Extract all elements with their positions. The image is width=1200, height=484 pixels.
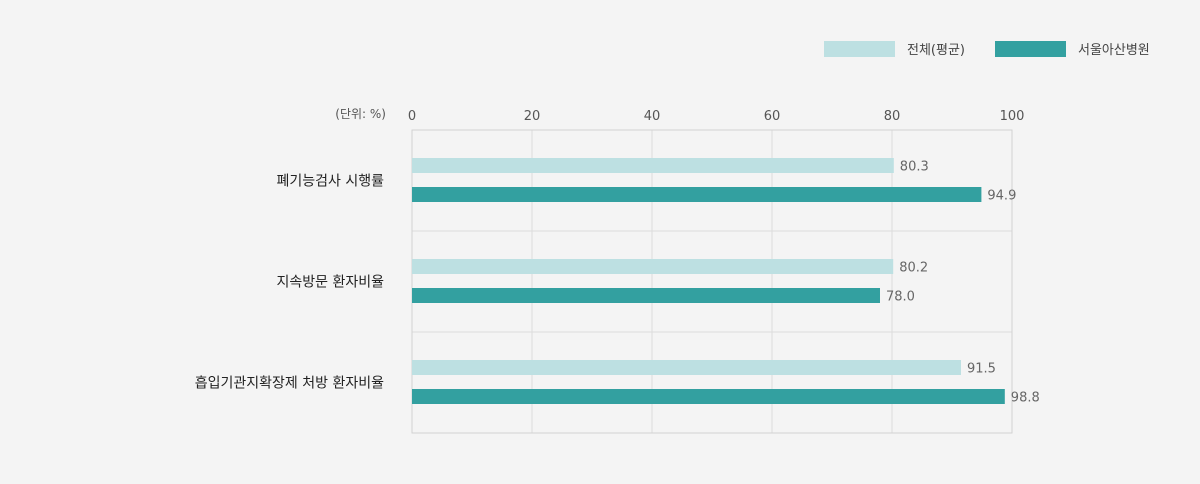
bar xyxy=(412,187,982,202)
legend-label-hospital: 서울아산병원 xyxy=(1077,43,1150,58)
x-tick-label: 60 xyxy=(764,109,781,124)
legend: 전체(평균) 서울아산병원 xyxy=(824,39,1180,58)
category-label: 흡입기관지확장제 처방 환자비율 xyxy=(195,376,384,392)
data-label: 98.8 xyxy=(1011,391,1040,406)
legend-swatch-average xyxy=(824,40,895,57)
data-label: 80.2 xyxy=(899,261,928,276)
data-label: 91.5 xyxy=(967,362,996,377)
bar xyxy=(412,288,880,303)
unit-label: (단위: %) xyxy=(335,107,386,121)
x-tick-label: 20 xyxy=(524,109,541,124)
x-tick-label: 80 xyxy=(884,109,901,124)
x-tick-label: 0 xyxy=(408,109,416,124)
category-label: 폐기능검사 시행률 xyxy=(277,174,385,190)
plot-frame xyxy=(411,129,1013,434)
legend-item-hospital: 서울아산병원 xyxy=(994,39,1150,58)
bar xyxy=(412,158,894,173)
x-tick-label: 40 xyxy=(644,109,661,124)
legend-swatch-hospital xyxy=(994,40,1066,57)
data-label: 94.9 xyxy=(987,189,1016,204)
legend-item-average: 전체(평균) xyxy=(824,39,965,58)
legend-label-average: 전체(평균) xyxy=(907,43,965,58)
bar xyxy=(412,360,961,375)
x-tick-label: 100 xyxy=(1000,109,1025,124)
data-label: 80.3 xyxy=(900,160,929,175)
category-label: 지속방문 환자비율 xyxy=(277,275,385,291)
data-label: 78.0 xyxy=(886,290,915,305)
bar xyxy=(412,259,894,274)
bar xyxy=(412,389,1005,404)
